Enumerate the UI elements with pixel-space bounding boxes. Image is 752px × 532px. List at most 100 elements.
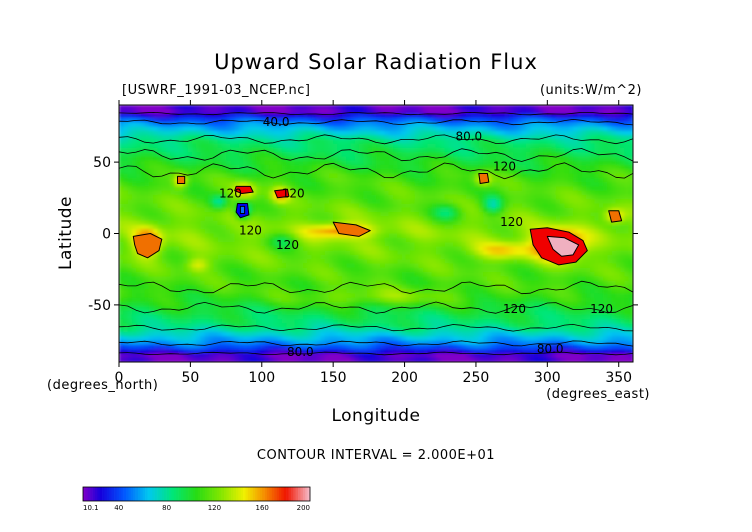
heatmap-cell [371,207,377,213]
heatmap-cell [191,164,197,170]
heatmap-cell [585,199,591,205]
heatmap-cell [405,242,411,247]
heatmap-cell [264,147,270,153]
heatmap-cell [311,237,317,243]
heatmap-cell [256,254,261,260]
heatmap-cell [495,216,501,222]
heatmap-cell [324,224,330,230]
heatmap-cell [500,160,506,166]
heatmap-cell [525,143,531,149]
heatmap-cell [504,259,510,265]
heatmap-cell [611,126,617,132]
heatmap-cell [560,173,566,179]
heatmap-cell [624,113,630,119]
heatmap-cell [491,126,497,132]
heatmap-cell [324,173,330,179]
heatmap-cell [311,126,317,132]
heatmap-cell [183,216,189,222]
heatmap-cell [465,212,471,217]
heatmap-cell [423,276,428,282]
heatmap-cell [611,156,617,162]
heatmap-cell [307,160,313,166]
heatmap-cell [615,203,621,209]
heatmap-cell [328,130,334,136]
heatmap-cell [525,134,531,140]
heatmap-cell [414,182,420,187]
heatmap-cell [303,152,309,157]
heatmap-cell [208,143,214,149]
heatmap-cell [367,259,373,265]
heatmap-cell [508,177,514,183]
heatmap-cell [534,199,540,205]
heatmap-cell [560,126,566,132]
heatmap-cell [127,254,133,260]
heatmap-cell [234,156,240,162]
heatmap-cell [119,280,124,286]
heatmap-cell [350,203,356,209]
heatmap-cell [414,143,420,149]
heatmap-cell [448,160,454,166]
heatmap-cell [208,250,214,256]
heatmap-cell [585,190,591,196]
heatmap-cell [333,134,339,140]
heatmap-cell [200,109,206,115]
heatmap-cell [628,105,633,110]
heatmap-cell [144,139,150,145]
heatmap-cell [380,276,386,282]
heatmap-cell [431,229,437,235]
heatmap-cell [354,207,360,213]
heatmap-cell [316,152,321,157]
heatmap-cell [204,164,210,170]
heatmap-cell [491,134,497,140]
heatmap-cell [148,186,154,192]
heatmap-cell [508,237,514,243]
heatmap-cell [624,126,630,132]
heatmap-cell [238,233,244,239]
heatmap-cell [324,237,330,243]
heatmap-cell [521,164,527,170]
heatmap-cell [234,182,240,187]
heatmap-cell [127,194,133,200]
heatmap-cell [140,143,146,149]
heatmap-cell [423,164,428,170]
heatmap-cell [525,203,531,209]
heatmap-cell [234,263,240,269]
heatmap-cell [534,272,540,277]
heatmap-cell [230,242,236,247]
heatmap-cell [410,173,416,179]
heatmap-cell [148,122,154,128]
heatmap-cell [346,216,351,222]
heatmap-cell [174,203,180,209]
heatmap-cell [316,259,321,265]
heatmap-cell [123,117,129,123]
heatmap-cell [573,186,578,192]
heatmap-cell [346,233,351,239]
heatmap-cell [517,130,523,136]
heatmap-cell [358,160,364,166]
heatmap-cell [341,109,347,115]
heatmap-cell [397,117,403,123]
heatmap-cell [324,139,330,145]
heatmap-cell [513,139,518,145]
heatmap-cell [157,130,163,136]
heatmap-cell [568,130,574,136]
heatmap-cell [358,177,364,183]
heatmap-cell [260,203,266,209]
heatmap-cell [500,203,506,209]
heatmap-cell [277,267,283,273]
heatmap-cell [277,152,283,157]
heatmap-cell [251,224,257,230]
heatmap-cell [534,105,540,110]
heatmap-cell [136,182,142,187]
heatmap-cell [495,194,501,200]
heatmap-cell [581,173,587,179]
heatmap-cell [324,160,330,166]
heatmap-cell [208,113,214,119]
heatmap-cell [178,199,184,205]
heatmap-cell [208,212,214,217]
heatmap-cell [337,267,343,273]
heatmap-cell [555,164,561,170]
heatmap-cell [183,212,189,217]
heatmap-cell [538,156,544,162]
heatmap-cell [594,117,600,123]
